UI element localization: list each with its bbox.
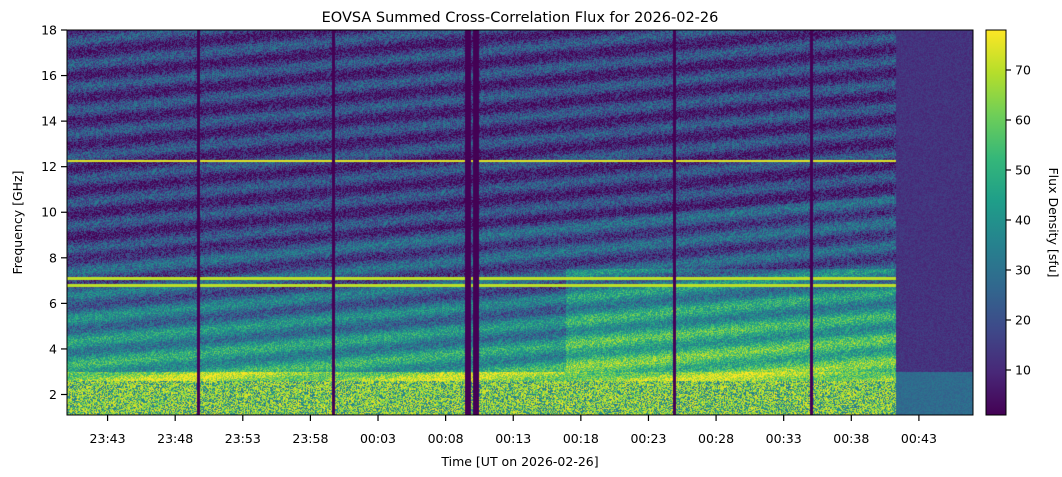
x-axis-label: Time [UT on 2026-02-26]: [440, 454, 598, 469]
colorbar-axis: 10 20 30 40 50 60 70: [1006, 63, 1031, 378]
x-tick-label: 00:28: [698, 431, 734, 446]
x-tick-label: 00:03: [360, 431, 396, 446]
colorbar-tick-label: 20: [1015, 313, 1031, 328]
x-tick-label: 23:58: [292, 431, 328, 446]
y-tick-label: 10: [41, 205, 57, 220]
y-tick-label: 18: [41, 23, 57, 38]
x-axis: 23:43 23:48 23:53 23:58 00:03 00:08 00:13 00:18…: [90, 415, 937, 446]
spectrogram-canvas: [67, 30, 973, 415]
plot-frame: [66, 29, 974, 416]
y-axis-label: Frequency [GHz]: [10, 171, 25, 275]
x-tick-label: 00:08: [428, 431, 464, 446]
x-tick-label: 00:18: [563, 431, 599, 446]
x-tick-label: 00:33: [766, 431, 802, 446]
x-tick-label: 23:53: [225, 431, 261, 446]
colorbar-tick-label: 60: [1015, 113, 1031, 128]
y-tick-label: 12: [41, 159, 57, 174]
y-tick-label: 16: [41, 68, 57, 83]
y-tick-label: 2: [49, 387, 57, 402]
y-tick-label: 8: [49, 250, 57, 265]
y-tick-label: 4: [49, 341, 57, 356]
colorbar-label: Flux Density [sfu]: [1046, 167, 1061, 277]
colorbar-tick-label: 50: [1015, 163, 1031, 178]
x-tick-label: 23:48: [157, 431, 193, 446]
colorbar-fill: [985, 29, 1007, 416]
x-tick-label: 00:23: [630, 431, 666, 446]
y-axis: 2 4 6 8 10 12 14 16 18: [41, 23, 67, 402]
x-tick-label: 00:43: [901, 431, 937, 446]
spectrogram-plot: [67, 30, 973, 415]
colorbar: [985, 29, 1007, 416]
colorbar-tick-label: 70: [1015, 63, 1031, 78]
chart-title: EOVSA Summed Cross-Correlation Flux for …: [322, 10, 719, 26]
y-tick-label: 6: [49, 296, 57, 311]
colorbar-tick-label: 40: [1015, 213, 1031, 228]
y-tick-label: 14: [41, 114, 57, 129]
x-tick-label: 23:43: [90, 431, 126, 446]
x-tick-label: 00:38: [833, 431, 869, 446]
colorbar-tick-label: 10: [1015, 363, 1031, 378]
x-tick-label: 00:13: [495, 431, 531, 446]
colorbar-tick-label: 30: [1015, 263, 1031, 278]
